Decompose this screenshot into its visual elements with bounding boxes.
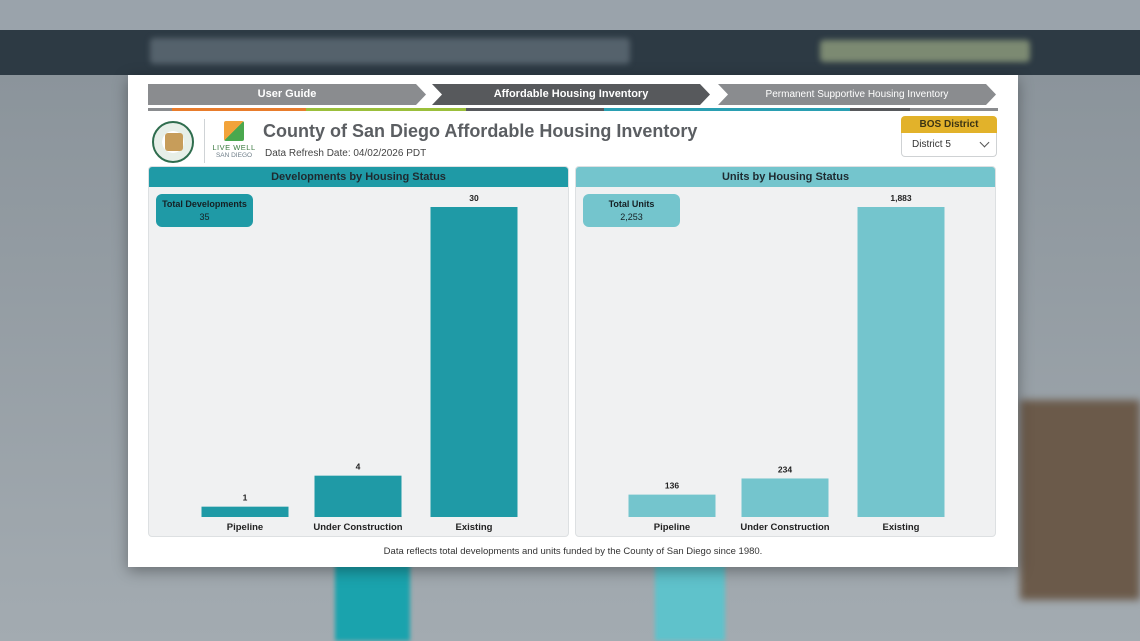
developments-category-label: Under Construction bbox=[313, 522, 402, 533]
units-chart: 136 Pipeline 234 Under Construction 1,883 Exi… bbox=[628, 193, 945, 533]
background-banner bbox=[0, 30, 1140, 75]
units-data-label: 234 bbox=[778, 464, 792, 474]
background-side bbox=[1020, 400, 1140, 600]
accent-segment bbox=[850, 108, 910, 111]
dashboard-frame: User Guide Affordable Housing Inventory … bbox=[128, 75, 1018, 567]
bos-district-filter: BOS District District 5 bbox=[901, 116, 997, 159]
tab-affordable-housing-inventory[interactable]: Affordable Housing Inventory bbox=[432, 84, 710, 105]
data-refresh-date: Data Refresh Date: 04/02/2026 PDT bbox=[265, 148, 427, 159]
accent-segment bbox=[604, 108, 850, 111]
developments-category-label: Pipeline bbox=[227, 522, 263, 533]
total-units-label: Total Units bbox=[608, 199, 655, 209]
background-blur-widget bbox=[820, 40, 1030, 62]
live-well-text: LIVE WELL bbox=[212, 143, 256, 152]
total-units-card: Total Units 2,253 bbox=[583, 194, 680, 227]
bos-district-dropdown[interactable]: District 5 bbox=[901, 133, 997, 157]
live-well-logo: LIVE WELL SAN DIEGO bbox=[212, 121, 256, 165]
accent-segment bbox=[148, 108, 172, 111]
developments-bar-existing[interactable] bbox=[430, 207, 518, 517]
county-seal-icon bbox=[152, 121, 194, 163]
logo-divider bbox=[204, 119, 205, 163]
developments-data-label: 30 bbox=[469, 193, 479, 203]
units-bar-under-construction[interactable] bbox=[741, 478, 829, 517]
accent-stripe bbox=[148, 108, 998, 111]
accent-segment bbox=[910, 108, 998, 111]
units-bar-existing[interactable] bbox=[857, 207, 945, 517]
developments-data-label: 4 bbox=[356, 462, 361, 472]
developments-category-label: Existing bbox=[456, 522, 493, 533]
page-nav: User Guide Affordable Housing Inventory … bbox=[148, 84, 998, 105]
developments-panel: 1 Pipeline 4 Under Construction 30 Existing D… bbox=[148, 166, 569, 537]
footnote: Data reflects total developments and uni… bbox=[383, 546, 763, 557]
total-developments-label: Total Developments bbox=[162, 199, 247, 209]
bos-district-selected: District 5 bbox=[912, 139, 951, 150]
developments-bar-under-construction[interactable] bbox=[314, 475, 402, 517]
background-bar-light bbox=[655, 560, 725, 641]
live-well-subtext: SAN DIEGO bbox=[215, 152, 253, 159]
units-panel: 136 Pipeline 234 Under Construction 1,883 Exi… bbox=[575, 166, 996, 537]
units-category-label: Existing bbox=[883, 522, 920, 533]
developments-bar-pipeline[interactable] bbox=[201, 506, 289, 517]
tab-permanent-supportive-housing[interactable]: Permanent Supportive Housing Inventory bbox=[718, 84, 996, 105]
accent-segment bbox=[172, 108, 306, 111]
developments-chart: 1 Pipeline 4 Under Construction 30 Existing bbox=[201, 193, 518, 533]
chevron-down-icon bbox=[979, 137, 990, 148]
units-panel-title: Units by Housing Status bbox=[576, 167, 995, 187]
live-well-mark-icon bbox=[224, 121, 244, 141]
accent-segment bbox=[466, 108, 604, 111]
units-category-label: Pipeline bbox=[654, 522, 690, 533]
background-top bbox=[0, 0, 1140, 30]
units-bar-pipeline[interactable] bbox=[628, 494, 716, 517]
bos-district-label: BOS District bbox=[901, 116, 997, 133]
tab-user-guide[interactable]: User Guide bbox=[148, 84, 426, 105]
total-units-value: 2,253 bbox=[620, 212, 643, 222]
accent-segment bbox=[306, 108, 466, 111]
page-title: County of San Diego Affordable Housing I… bbox=[263, 121, 698, 141]
units-data-label: 136 bbox=[665, 481, 679, 491]
developments-data-label: 1 bbox=[243, 493, 248, 503]
developments-panel-title: Developments by Housing Status bbox=[149, 167, 568, 187]
units-data-label: 1,883 bbox=[890, 193, 912, 203]
background-blur-title bbox=[150, 38, 630, 64]
background-bar-dark bbox=[335, 560, 410, 641]
units-category-label: Under Construction bbox=[740, 522, 829, 533]
total-developments-card: Total Developments 35 bbox=[156, 194, 253, 227]
total-developments-value: 35 bbox=[199, 212, 210, 222]
